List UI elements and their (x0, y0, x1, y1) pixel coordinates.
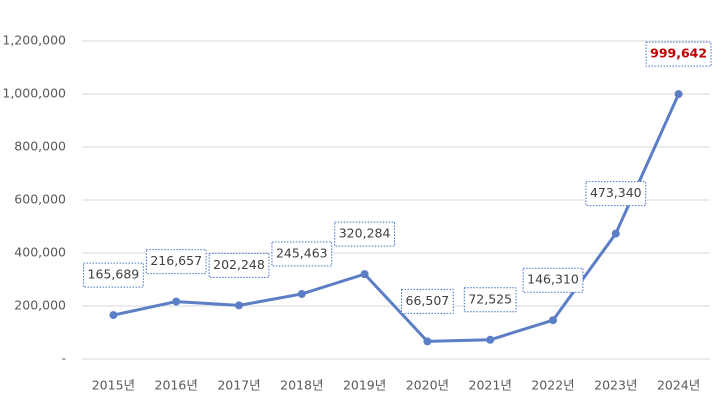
y-tick-label: 800,000 (14, 139, 66, 154)
data-point (297, 289, 306, 298)
value-label-box (208, 252, 270, 278)
y-tick-label: 400,000 (14, 245, 66, 260)
value-label: 202,248 (208, 252, 270, 278)
value-label-text: 66,507 (406, 293, 450, 308)
value-label-text: 216,657 (150, 253, 202, 268)
value-label: 146,310 (522, 267, 584, 293)
value-label-box (585, 181, 647, 207)
x-tick-label: 2018년 (280, 378, 323, 393)
value-label: 66,507 (401, 288, 454, 314)
value-label: 72,525 (463, 287, 517, 313)
x-tick-label: 2017년 (217, 378, 260, 393)
value-label-text: 473,340 (590, 185, 642, 200)
value-label-box (463, 287, 517, 313)
x-tick-label: 2023년 (594, 378, 637, 393)
value-label: 216,657 (145, 249, 207, 275)
y-tick-label: 1,000,000 (2, 86, 66, 101)
value-label: 245,463 (271, 241, 333, 267)
y-tick-label: 200,000 (14, 298, 66, 313)
value-label: 999,642 (645, 41, 712, 67)
value-label-box (522, 267, 584, 293)
value-label-box (645, 41, 712, 67)
value-label: 165,689 (83, 262, 144, 288)
value-label-box (145, 249, 207, 275)
data-point (235, 301, 243, 310)
x-tick-label: 2019년 (343, 378, 386, 393)
x-tick-label: 2016년 (155, 378, 198, 393)
value-label: 473,340 (585, 181, 647, 207)
value-label-text: 999,642 (650, 46, 707, 61)
value-label-text: 320,284 (339, 226, 391, 241)
data-point (172, 297, 181, 306)
y-tick-label: 600,000 (14, 192, 66, 207)
value-label-box (83, 262, 144, 288)
x-tick-label: 2015년 (92, 378, 135, 393)
data-point (109, 311, 118, 320)
data-point (360, 270, 369, 279)
data-line (113, 93, 680, 343)
value-label-text: 245,463 (276, 245, 328, 260)
value-label-box (271, 241, 333, 267)
y-tick-label: 1,200,000 (2, 33, 66, 48)
x-tick-label: 2021년 (469, 378, 512, 393)
value-label: 320,284 (334, 221, 395, 247)
value-label-box (334, 221, 395, 247)
data-point (611, 229, 620, 238)
data-point (423, 337, 432, 346)
data-point (486, 335, 495, 344)
value-label-text: 72,525 (468, 291, 512, 306)
y-tick-label: - (61, 351, 66, 366)
x-tick-label: 2022년 (531, 378, 574, 393)
value-label-box (401, 288, 454, 314)
value-label-text: 146,310 (527, 272, 579, 287)
x-tick-label: 2020년 (406, 378, 449, 393)
data-point (549, 316, 557, 325)
value-label-text: 165,689 (88, 267, 140, 282)
value-label-text: 202,248 (213, 257, 265, 272)
data-point (674, 90, 683, 99)
x-tick-label: 2024년 (657, 378, 700, 393)
